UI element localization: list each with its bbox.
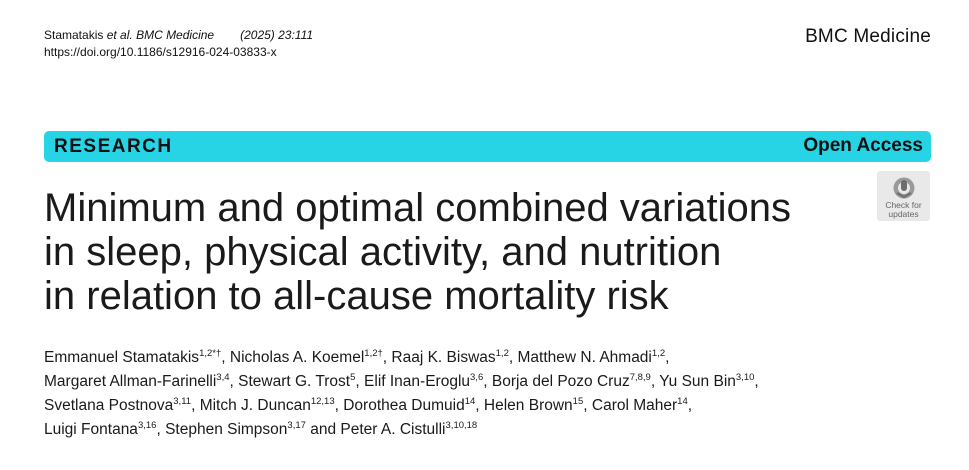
author-name[interactable]: Emmanuel Stamatakis bbox=[44, 349, 200, 366]
author-affiliation: 3,10,18 bbox=[445, 420, 478, 431]
author-name[interactable]: Raaj K. Biswas bbox=[391, 349, 496, 366]
citation-authors: Stamatakis et al. BMC Medicine bbox=[44, 28, 215, 42]
author-separator: , bbox=[583, 397, 592, 414]
author-separator: , bbox=[382, 349, 392, 366]
author-affiliation: 3,17 bbox=[287, 420, 306, 431]
author-separator: , bbox=[156, 421, 166, 438]
author-line: Luigi Fontana3,16, Stephen Simpson3,17 a… bbox=[44, 418, 944, 442]
author-separator: , bbox=[191, 397, 200, 414]
author-name[interactable]: Dorothea Dumuid bbox=[343, 397, 465, 414]
author-separator: , bbox=[475, 397, 484, 414]
author-name[interactable]: Borja del Pozo Cruz bbox=[491, 373, 630, 390]
author-affiliation: 1,2 bbox=[495, 348, 509, 359]
author-name[interactable]: Elif Inan-Eroglu bbox=[364, 373, 471, 390]
author-name[interactable]: Helen Brown bbox=[483, 397, 573, 414]
author-name[interactable]: Svetlana Postnova bbox=[44, 397, 174, 414]
author-line: Margaret Allman-Farinelli3,4, Stewart G.… bbox=[44, 370, 944, 394]
author-affiliation: 15 bbox=[572, 396, 584, 407]
badge-line-2: updates bbox=[888, 209, 919, 219]
author-name[interactable]: Matthew N. Ahmadi bbox=[517, 349, 652, 366]
author-affiliation: 3,4 bbox=[216, 372, 230, 383]
author-separator: , bbox=[754, 373, 759, 390]
author-affiliation: 12,13 bbox=[310, 396, 335, 407]
open-access-label: Open Access bbox=[803, 135, 923, 156]
article-title: Minimum and optimal combined variations … bbox=[44, 186, 864, 318]
author-affiliation: 3,6 bbox=[470, 372, 484, 383]
citation-volume: (2025) 23:111 bbox=[240, 28, 314, 42]
check-for-updates-icon bbox=[893, 177, 914, 199]
title-line: in relation to all-cause mortality risk bbox=[44, 274, 669, 318]
author-name[interactable]: Luigi Fontana bbox=[44, 421, 138, 438]
doi-link[interactable]: https://doi.org/10.1186/s12916-024-03833… bbox=[44, 45, 277, 59]
author-affiliation: 1,2*† bbox=[199, 348, 222, 359]
author-line: Svetlana Postnova3,11, Mitch J. Duncan12… bbox=[44, 394, 944, 418]
author-separator: , bbox=[483, 373, 492, 390]
journal-name: BMC Medicine bbox=[805, 26, 931, 47]
author-affiliation: 3,10 bbox=[735, 372, 755, 383]
citation-block: Stamatakis et al. BMC Medicine (2025) 23:… bbox=[44, 27, 313, 61]
author-separator: , bbox=[508, 349, 518, 366]
author-name[interactable]: Mitch J. Duncan bbox=[199, 397, 311, 414]
author-name[interactable]: Yu Sun Bin bbox=[659, 373, 736, 390]
author-affiliation: 5 bbox=[350, 372, 356, 383]
author-separator: , bbox=[687, 397, 693, 414]
author-name[interactable]: Stephen Simpson bbox=[165, 421, 288, 438]
author-separator: , bbox=[355, 373, 365, 390]
author-affiliation: 1,2 bbox=[651, 348, 666, 359]
author-separator: , bbox=[229, 373, 239, 390]
article-type-label: RESEARCH bbox=[54, 136, 173, 157]
author-name[interactable]: Margaret Allman-Farinelli bbox=[44, 373, 217, 390]
author-name[interactable]: Stewart G. Trost bbox=[238, 373, 351, 390]
check-for-updates-button[interactable]: Check for updates bbox=[877, 171, 930, 221]
author-separator: , bbox=[650, 373, 660, 390]
citation-line: Stamatakis et al. BMC Medicine (2025) 23:… bbox=[44, 27, 313, 44]
author-separator: , bbox=[334, 397, 344, 414]
article-type-banner: RESEARCH Open Access bbox=[44, 131, 931, 162]
author-affiliation: 14 bbox=[677, 396, 688, 407]
author-list: Emmanuel Stamatakis1,2*†, Nicholas A. Ko… bbox=[44, 346, 944, 442]
title-line: Minimum and optimal combined variations bbox=[44, 186, 791, 230]
author-affiliation: 1,2† bbox=[364, 348, 383, 359]
author-name[interactable]: Peter A. Cistulli bbox=[340, 421, 446, 438]
author-name[interactable]: Nicholas A. Koemel bbox=[229, 349, 365, 366]
author-affiliation: 3,16 bbox=[137, 420, 157, 431]
author-separator: , bbox=[665, 349, 670, 366]
author-affiliation: 7,8,9 bbox=[629, 372, 651, 383]
author-line: Emmanuel Stamatakis1,2*†, Nicholas A. Ko… bbox=[44, 346, 944, 370]
author-affiliation: 3,11 bbox=[173, 396, 192, 407]
badge-line-1: Check for bbox=[885, 200, 922, 210]
author-affiliation: 14 bbox=[464, 396, 476, 407]
author-name[interactable]: Carol Maher bbox=[591, 397, 678, 414]
title-line: in sleep, physical activity, and nutriti… bbox=[44, 230, 722, 274]
author-separator: and bbox=[305, 421, 341, 438]
author-separator: , bbox=[221, 349, 230, 366]
